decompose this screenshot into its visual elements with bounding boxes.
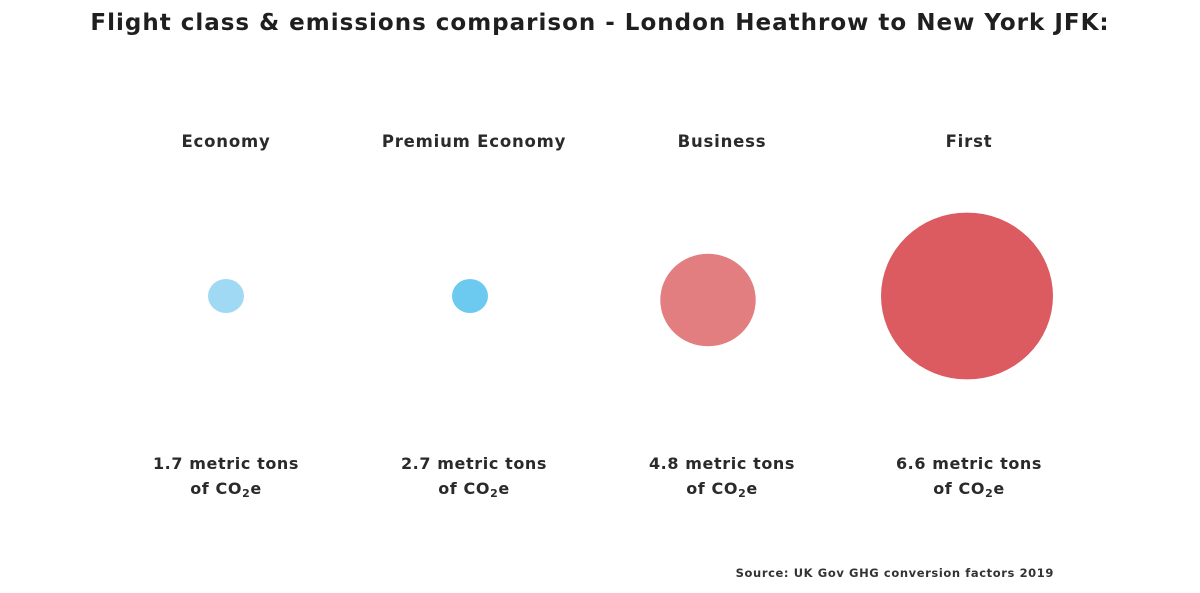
bubble-premium-economy bbox=[452, 279, 488, 313]
co2-prefix: of CO bbox=[686, 479, 739, 498]
class-label-economy: Economy bbox=[181, 132, 271, 151]
class-label-business: Business bbox=[677, 132, 767, 151]
value-label-business: 4.8 metric tons of CO2e bbox=[602, 451, 842, 506]
value-number: 2.7 bbox=[400, 454, 432, 473]
value-label-economy: 1.7 metric tons of CO2e bbox=[106, 451, 346, 506]
value-unit: metric tons bbox=[685, 454, 796, 473]
value-number: 4.8 bbox=[648, 454, 680, 473]
co2-subscript: 2 bbox=[738, 487, 747, 500]
source-note: Source: UK Gov GHG conversion factors 20… bbox=[735, 566, 1054, 580]
value-number: 1.7 bbox=[152, 454, 184, 473]
value-unit: metric tons bbox=[437, 454, 548, 473]
class-label-premium-economy: Premium Economy bbox=[381, 132, 567, 151]
value-label-premium-economy: 2.7 metric tons of CO2e bbox=[354, 451, 594, 506]
co2-suffix: e bbox=[993, 479, 1005, 498]
bubble-economy bbox=[208, 279, 244, 313]
co2-prefix: of CO bbox=[933, 479, 986, 498]
value-number: 6.6 bbox=[895, 454, 927, 473]
co2-prefix: of CO bbox=[438, 479, 491, 498]
co2-suffix: e bbox=[250, 479, 262, 498]
co2-subscript: 2 bbox=[490, 487, 499, 500]
co2-suffix: e bbox=[498, 479, 510, 498]
bubble-business bbox=[660, 253, 756, 347]
bubble-first bbox=[881, 212, 1053, 380]
class-label-first: First bbox=[945, 132, 993, 151]
value-unit: metric tons bbox=[932, 454, 1043, 473]
co2-prefix: of CO bbox=[190, 479, 243, 498]
value-unit: metric tons bbox=[189, 454, 300, 473]
co2-suffix: e bbox=[746, 479, 758, 498]
value-label-first: 6.6 metric tons of CO2e bbox=[849, 451, 1089, 506]
co2-subscript: 2 bbox=[985, 487, 994, 500]
co2-subscript: 2 bbox=[242, 487, 251, 500]
chart-title: Flight class & emissions comparison - Lo… bbox=[90, 10, 1110, 36]
